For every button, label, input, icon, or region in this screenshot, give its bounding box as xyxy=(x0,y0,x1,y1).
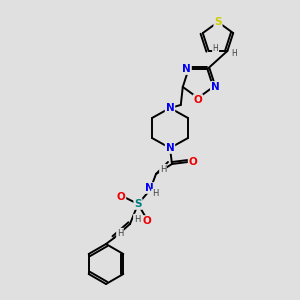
Text: S: S xyxy=(214,17,222,27)
Text: H: H xyxy=(117,229,123,238)
Text: N: N xyxy=(145,183,153,193)
Text: H: H xyxy=(232,50,237,58)
Text: N: N xyxy=(166,143,174,153)
Text: O: O xyxy=(117,192,125,202)
Text: O: O xyxy=(189,157,197,167)
Text: N: N xyxy=(211,82,220,92)
Text: H: H xyxy=(213,44,218,53)
Text: S: S xyxy=(134,199,142,209)
Text: O: O xyxy=(194,95,202,105)
Text: H: H xyxy=(152,190,158,199)
Text: H: H xyxy=(134,214,140,224)
Text: H: H xyxy=(160,164,166,173)
Text: N: N xyxy=(182,64,191,74)
Text: N: N xyxy=(166,103,174,113)
Text: O: O xyxy=(142,216,152,226)
